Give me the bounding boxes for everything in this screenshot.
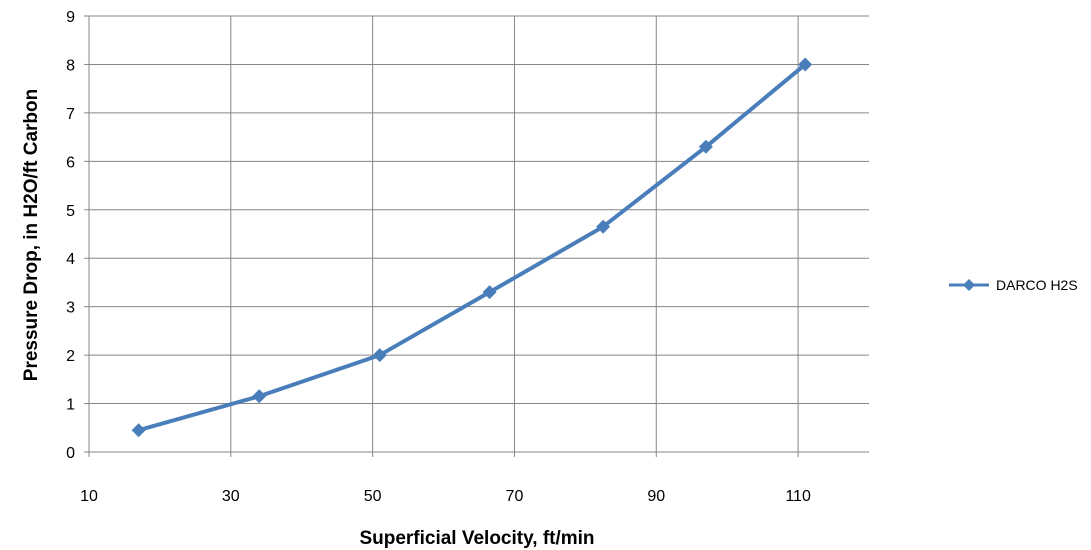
x-tick-label: 10 bbox=[80, 488, 98, 505]
x-tick-label: 90 bbox=[647, 488, 665, 505]
x-axis-title: Superficial Velocity, ft/min bbox=[359, 528, 594, 549]
y-tick-label: 7 bbox=[66, 106, 75, 123]
x-tick-label: 50 bbox=[364, 488, 382, 505]
y-tick-label: 8 bbox=[66, 57, 75, 74]
series-line bbox=[136, 62, 808, 433]
legend-diamond-icon bbox=[963, 279, 975, 291]
y-tick-label: 9 bbox=[66, 9, 75, 26]
legend-label: DARCO H2S bbox=[996, 277, 1078, 293]
y-tick-labels: 0 1 2 3 4 5 6 7 8 9 bbox=[66, 9, 75, 462]
legend: DARCO H2S bbox=[949, 277, 1078, 293]
y-tick-label: 4 bbox=[66, 251, 75, 268]
data-point-marker bbox=[131, 423, 146, 438]
y-tick-label: 2 bbox=[66, 348, 75, 365]
data-point-marker bbox=[482, 285, 497, 300]
x-tick-label: 110 bbox=[785, 488, 811, 505]
x-tick-label: 30 bbox=[222, 488, 240, 505]
axes bbox=[84, 15, 869, 457]
y-tick-label: 3 bbox=[66, 300, 75, 317]
data-point-marker bbox=[252, 389, 267, 404]
data-point-marker bbox=[798, 57, 813, 72]
x-tick-labels: 10 30 50 70 90 110 bbox=[80, 488, 811, 505]
series-group bbox=[131, 57, 813, 438]
y-tick-label: 1 bbox=[66, 397, 75, 414]
y-tick-label: 5 bbox=[66, 203, 75, 220]
y-tick-label: 0 bbox=[66, 445, 75, 462]
y-tick-label: 6 bbox=[66, 154, 75, 171]
gridlines bbox=[89, 15, 869, 452]
x-tick-label: 70 bbox=[506, 488, 524, 505]
data-point-marker bbox=[698, 139, 713, 154]
y-axis-title: Pressure Drop, in H2O/ft Carbon bbox=[21, 89, 42, 381]
data-point-marker bbox=[372, 348, 387, 363]
data-point-marker bbox=[596, 219, 611, 234]
